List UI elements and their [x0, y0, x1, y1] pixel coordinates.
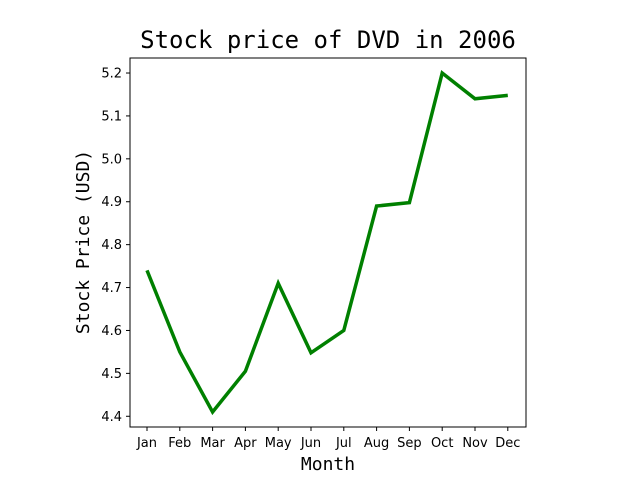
series-line	[145, 69, 508, 416]
x-tick-label: Aug	[364, 436, 389, 451]
y-tick-label: 5.1	[101, 109, 122, 124]
x-tick-label: Apr	[234, 436, 257, 451]
x-axis: Jan Feb Mar Apr May Jun Jul Aug Sep Oct Nov Dec	[136, 427, 520, 451]
x-tick-label: Sep	[397, 436, 422, 451]
y-axis-label: Stock Price (USD)	[73, 150, 94, 334]
y-tick-label: 4.5	[101, 367, 122, 382]
y-tick-label: 5.2	[101, 67, 122, 82]
x-tick-label: Mar	[200, 436, 225, 451]
x-axis-label: Month	[301, 454, 355, 475]
y-tick-label: 5.0	[101, 152, 122, 167]
plot-frame	[129, 57, 527, 428]
x-tick-label: Jan	[136, 436, 157, 451]
x-tick-label: Nov	[462, 436, 488, 451]
x-tick-label: May	[265, 436, 292, 451]
y-tick-label: 4.9	[101, 195, 122, 210]
x-tick-label: Oct	[431, 436, 453, 451]
x-tick-label: Dec	[495, 436, 520, 451]
x-tick-label: Jul	[335, 436, 352, 451]
y-tick-label: 4.4	[101, 410, 122, 425]
x-tick-label: Jun	[300, 436, 321, 451]
y-axis: 4.4 4.5 4.6 4.7 4.8 4.9 5.0 5.1 5.2	[101, 67, 130, 425]
y-tick-label: 4.6	[101, 324, 122, 339]
chart-title: Stock price of DVD in 2006	[140, 26, 516, 54]
y-tick-label: 4.8	[101, 238, 122, 253]
y-tick-label: 4.7	[101, 281, 122, 296]
series-layer	[145, 69, 508, 416]
x-tick-label: Feb	[168, 436, 191, 451]
